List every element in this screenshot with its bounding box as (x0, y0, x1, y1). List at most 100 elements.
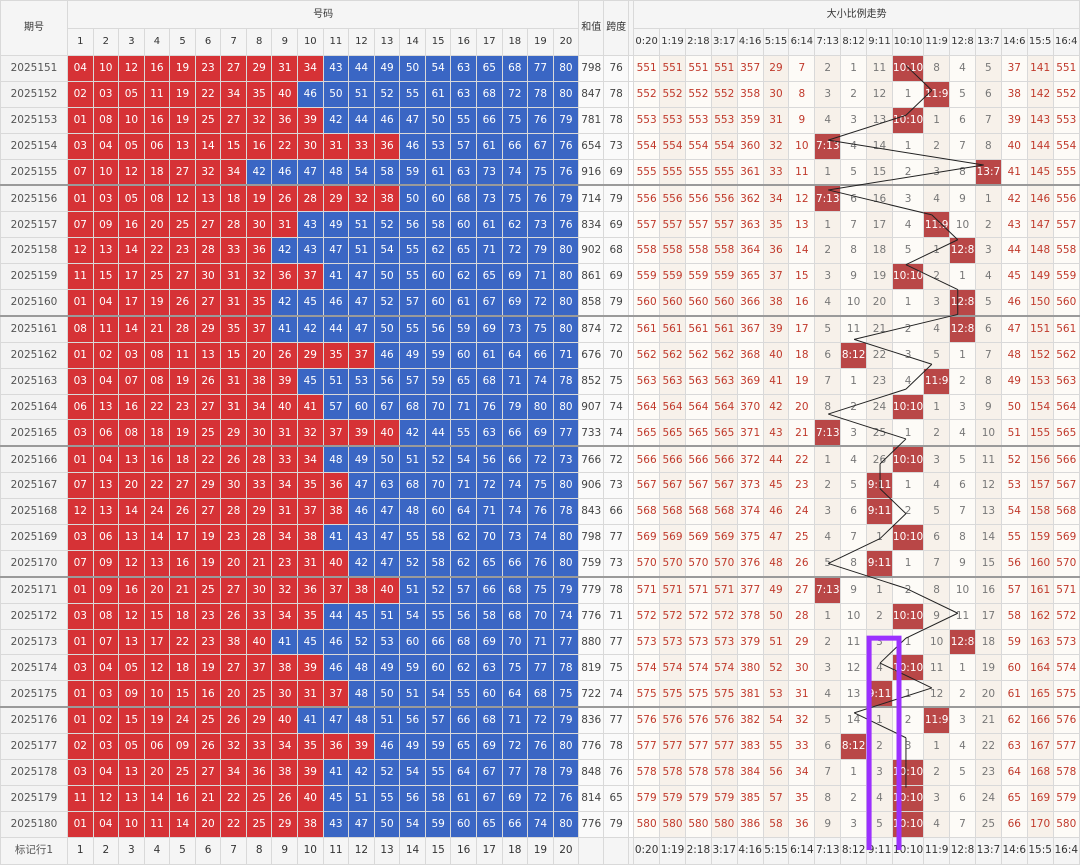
number-ball: 33 (271, 445, 299, 474)
footer-ratio: 10:10 (891, 836, 925, 865)
number-ball: 13 (194, 184, 222, 213)
ratio-miss-cell: 19 (974, 654, 1002, 682)
ratio-miss-cell: 5 (974, 55, 1002, 82)
number-ball: 09 (169, 733, 196, 761)
number-ball: 80 (552, 314, 580, 343)
ratio-miss-cell: 374 (736, 498, 764, 526)
table-row: 2025172 03 08 12 15 18 23 26 33 34 35 44 45 51 54 55 56 5… (0, 602, 1080, 630)
span-value: 73 (603, 132, 630, 160)
number-ball: 74 (527, 367, 554, 395)
ratio-miss-cell: 579 (710, 784, 738, 812)
number-ball: 74 (527, 524, 554, 551)
ratio-miss-cell: 1 (949, 654, 976, 682)
ratio-miss-cell: 3 (840, 810, 868, 838)
ratio-miss-cell: 553 (1052, 106, 1080, 134)
span-value: 65 (603, 784, 630, 812)
number-ball: 79 (501, 393, 529, 421)
number-ball: 52 (399, 549, 426, 578)
ratio-miss-cell: 580 (710, 810, 738, 838)
ratio-hit-cell: 10:10 (891, 602, 925, 630)
number-ball: 27 (169, 158, 196, 186)
ratio-miss-cell: 4 (949, 419, 976, 447)
ratio-miss-cell: 8 (840, 237, 868, 265)
number-ball: 47 (348, 810, 375, 838)
ratio-miss-cell: 564 (633, 393, 661, 421)
number-ball: 39 (348, 419, 375, 447)
number-ball: 26 (169, 498, 196, 526)
number-ball: 55 (399, 237, 426, 265)
ratio-miss-cell: 25 (788, 524, 816, 551)
number-ball: 70 (475, 524, 503, 551)
number-ball: 56 (475, 445, 503, 474)
ratio-miss-cell: 366 (736, 289, 764, 317)
number-ball: 68 (501, 575, 529, 604)
ratio-hit-cell: 10:10 (891, 784, 925, 812)
number-ball: 08 (118, 419, 145, 447)
ratio-miss-cell: 34 (762, 184, 790, 213)
number-ball: 75 (527, 575, 554, 604)
number-ball: 56 (450, 602, 477, 630)
number-ball: 19 (194, 524, 222, 551)
number-ball: 71 (527, 628, 554, 656)
ratio-miss-cell: 4 (923, 810, 951, 838)
span-value: 73 (603, 549, 630, 578)
number-ball: 71 (527, 263, 554, 291)
number-ball: 14 (118, 237, 145, 265)
ratio-miss-cell: 3 (923, 289, 951, 317)
number-ball: 07 (66, 158, 94, 186)
number-column-header: 20 (552, 28, 580, 56)
number-ball: 60 (424, 498, 452, 526)
ratio-miss-cell: 566 (1052, 445, 1080, 474)
number-ball: 19 (194, 549, 222, 578)
ratio-miss-cell: 576 (633, 706, 661, 735)
number-ball: 38 (322, 498, 350, 526)
number-ball: 65 (450, 733, 477, 761)
number-ball: 47 (373, 549, 401, 578)
number-ball: 31 (220, 367, 247, 395)
number-ball: 39 (297, 106, 324, 134)
number-ball: 60 (424, 289, 452, 317)
number-ball: 66 (424, 628, 452, 656)
number-ball: 51 (322, 367, 350, 395)
ratio-miss-cell: 580 (659, 810, 686, 838)
ratio-miss-cell: 563 (710, 367, 738, 395)
table-row: 2025179 11 12 13 14 16 21 22 25 26 40 45 51 55 56 58 61 6… (0, 784, 1080, 812)
ratio-miss-cell: 1 (891, 628, 925, 656)
number-ball: 76 (552, 784, 580, 812)
ratio-miss-cell: 30 (762, 80, 790, 108)
ratio-miss-cell: 164 (1026, 654, 1054, 682)
span-value: 79 (603, 184, 630, 213)
ratio-miss-cell: 33 (788, 733, 816, 761)
span-value: 71 (603, 602, 630, 630)
number-ball: 46 (297, 80, 324, 108)
number-ball: 28 (297, 184, 324, 213)
number-ball: 69 (475, 733, 503, 761)
number-ball: 58 (373, 158, 401, 186)
number-ball: 23 (271, 549, 299, 578)
number-ball: 22 (143, 472, 171, 500)
number-ball: 68 (475, 80, 503, 108)
ratio-miss-cell: 380 (736, 654, 764, 682)
number-ball: 66 (501, 549, 529, 578)
number-ball: 71 (475, 498, 503, 526)
span-value: 74 (603, 393, 630, 421)
table-row: 2025154 03 04 05 06 13 14 15 16 22 30 31 33 36 46 53 57 6… (0, 132, 1080, 160)
number-ball: 75 (527, 158, 554, 186)
ratio-miss-cell: 54 (1000, 498, 1028, 526)
ratio-miss-cell: 21 (974, 706, 1002, 735)
ratio-miss-cell: 24 (788, 498, 816, 526)
number-ball: 11 (143, 80, 171, 108)
number-ball: 29 (297, 341, 324, 369)
ratio-miss-cell: 40 (762, 341, 790, 369)
ratio-miss-cell: 21 (866, 314, 893, 343)
footer-number: 15 (424, 836, 452, 865)
number-ball: 26 (271, 184, 299, 213)
number-ball: 40 (322, 549, 350, 578)
ratio-miss-cell: 64 (1000, 759, 1028, 786)
number-ball: 31 (271, 498, 299, 526)
number-ball: 51 (348, 211, 375, 239)
ratio-miss-cell: 57 (762, 784, 790, 812)
ratio-miss-cell: 9 (788, 106, 816, 134)
number-ball: 70 (424, 393, 452, 421)
number-ball: 03 (92, 680, 120, 708)
